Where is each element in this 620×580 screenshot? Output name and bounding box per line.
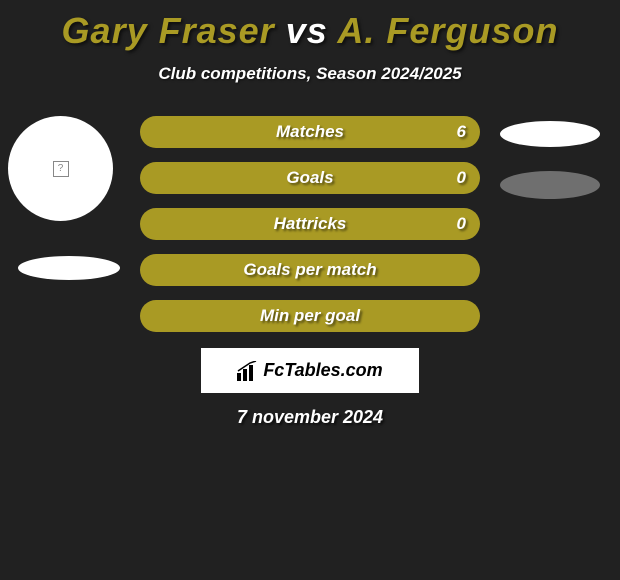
title-vs: vs: [286, 10, 328, 51]
stat-label: Min per goal: [260, 306, 360, 326]
logo-text: FcTables.com: [263, 360, 382, 381]
page-title: Gary Fraser vs A. Ferguson: [0, 0, 620, 52]
title-player1: Gary Fraser: [62, 10, 275, 51]
stat-label: Matches: [276, 122, 344, 142]
logo-box: FcTables.com: [201, 348, 419, 393]
stat-value: 6: [457, 122, 466, 142]
stats-bars: Matches 6 Goals 0 Hattricks 0 Goals per …: [140, 116, 480, 332]
content-area: ? Matches 6 Goals 0 Hattricks 0 Goals pe…: [0, 116, 620, 428]
stat-bar-goals-per-match: Goals per match: [140, 254, 480, 286]
stat-bar-matches: Matches 6: [140, 116, 480, 148]
title-player2: A. Ferguson: [337, 10, 558, 51]
stat-bar-hattricks: Hattricks 0: [140, 208, 480, 240]
bars-icon: [237, 361, 259, 381]
stat-value: 0: [457, 214, 466, 234]
stat-label: Hattricks: [274, 214, 347, 234]
date-text: 7 november 2024: [0, 407, 620, 428]
logo: FcTables.com: [237, 360, 382, 381]
stat-label: Goals: [286, 168, 333, 188]
stat-value: 0: [457, 168, 466, 188]
stat-label: Goals per match: [243, 260, 376, 280]
player1-shadow-ellipse: [18, 256, 120, 280]
subtitle: Club competitions, Season 2024/2025: [0, 64, 620, 84]
player2-ellipse-top: [500, 121, 600, 147]
broken-image-icon: ?: [53, 161, 69, 177]
stat-bar-min-per-goal: Min per goal: [140, 300, 480, 332]
player2-ellipse-bottom: [500, 171, 600, 199]
stat-bar-goals: Goals 0: [140, 162, 480, 194]
player1-avatar: ?: [8, 116, 113, 221]
